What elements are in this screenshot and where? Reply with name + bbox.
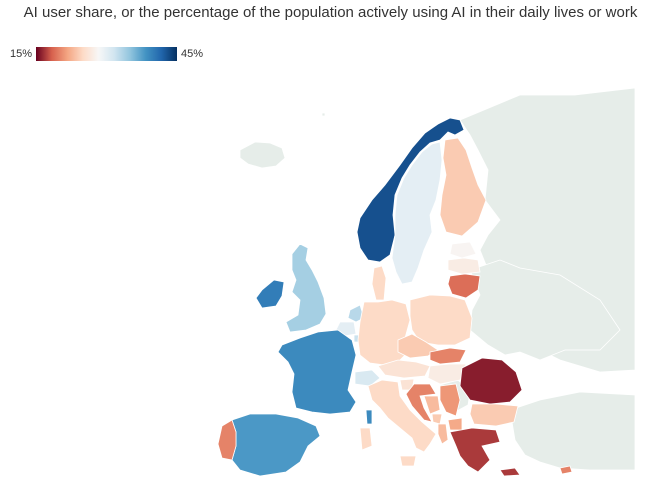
country-montenegro [431,413,443,425]
map-title: AI user share, or the percentage of the … [23,4,638,21]
country-corsica [365,409,373,425]
no-data-land [239,87,636,471]
turkey-region [509,391,636,471]
country-finland [439,137,487,237]
country-poland [409,294,473,346]
country-norway [356,117,465,263]
country-croatia [405,383,437,423]
iceland [239,141,286,169]
country-ireland [255,279,285,309]
svalbard-dot [321,112,326,117]
legend-color-scale [36,47,177,61]
country-slovakia [429,347,467,365]
country-austria [377,359,431,379]
legend-max-label: 45% [181,48,204,60]
country-spain [231,413,321,477]
country-france [277,329,357,415]
belarus-ukraine-region [469,259,621,361]
country-germany [357,299,411,366]
country-north-macedonia [447,417,463,431]
country-greece [449,427,521,477]
country-romania [459,357,523,405]
country-cyprus [559,465,573,475]
country-italy [367,379,437,467]
countries [217,117,573,477]
country-estonia [449,241,477,259]
country-hungary [427,363,467,385]
country-lithuania [447,273,481,299]
country-serbia [439,383,461,417]
country-sweden [391,141,443,285]
country-albania [437,423,449,445]
country-denmark [371,265,387,301]
country-sardinia [359,427,373,451]
country-latvia [447,257,481,275]
country-switzerland [354,369,381,387]
country-bosnia [423,395,441,415]
country-portugal [217,419,237,461]
country-united-kingdom [285,243,327,333]
legend-min-label: 15% [10,48,33,60]
country-bulgaria [469,403,519,427]
